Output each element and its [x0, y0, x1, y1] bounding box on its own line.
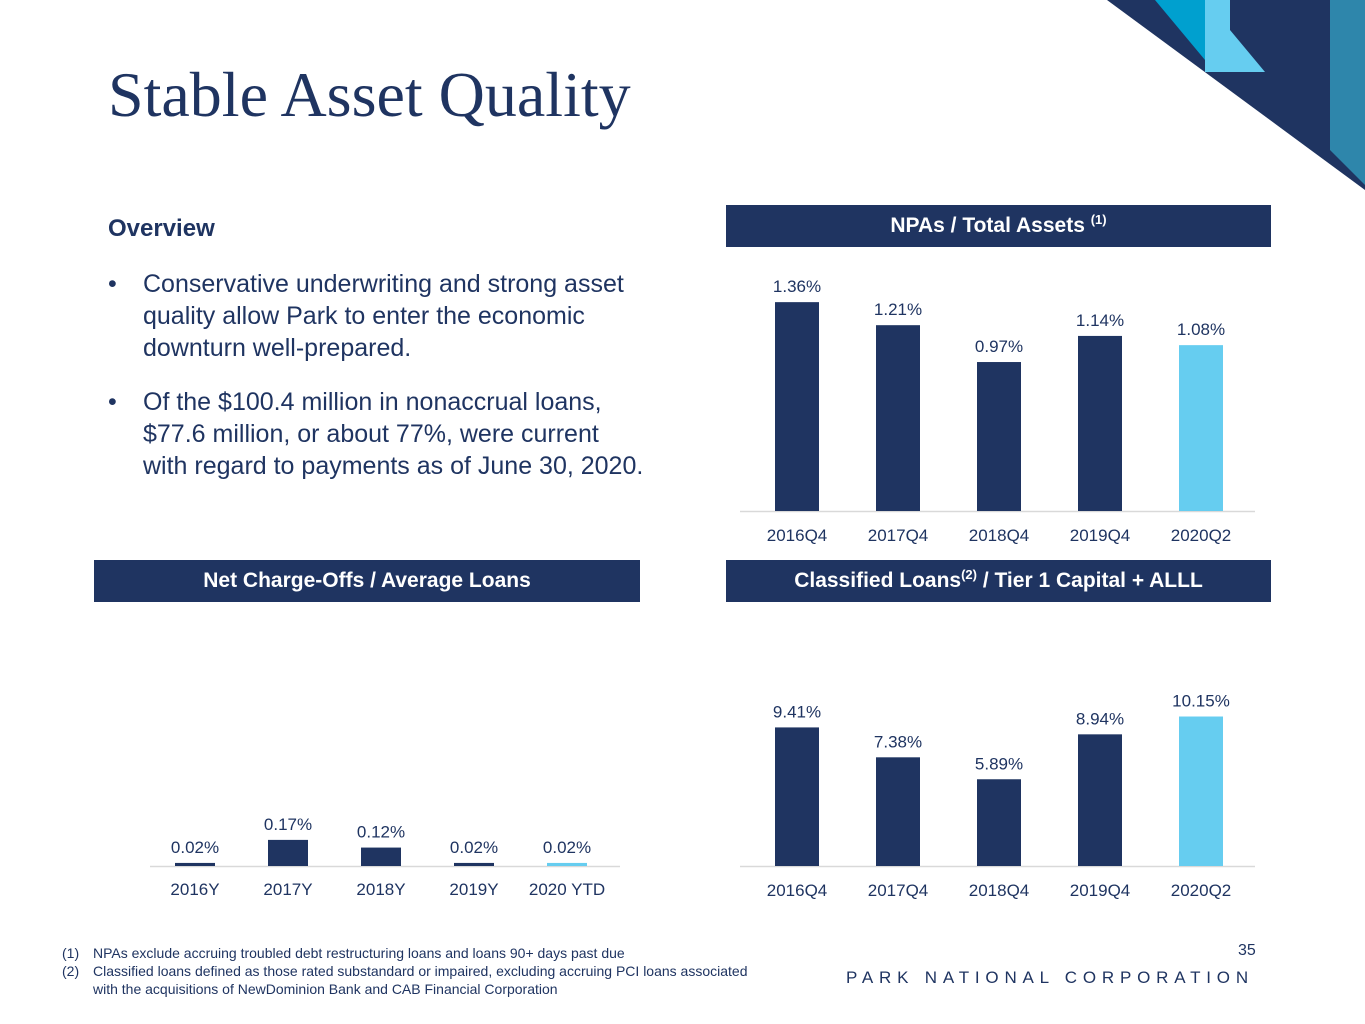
- nco-bar: [454, 862, 494, 866]
- classified-category-label: 2019Q4: [1070, 881, 1131, 900]
- company-name: PARK NATIONAL CORPORATION: [846, 968, 1254, 987]
- npa-data-label: 1.21%: [874, 300, 922, 319]
- npa-bar: [1078, 335, 1122, 511]
- nco-panel-title: Net Charge-Offs / Average Loans: [203, 569, 531, 592]
- deco-steel-shape: [1330, 0, 1365, 185]
- classified-category-label: 2016Q4: [767, 881, 828, 900]
- nco-data-label: 0.12%: [357, 823, 405, 842]
- footnotes: (1) NPAs exclude accruing troubled debt …: [62, 944, 773, 998]
- nco-bar-chart: 0.02% 2016Y 0.17% 2017Y 0.12% 2018Y 0.02% 2019Y…: [150, 815, 620, 899]
- bullet-dot: •: [108, 388, 117, 416]
- npa-data-label: 1.36%: [773, 277, 821, 296]
- classified-panel-title-part1: Classified Loans: [794, 569, 962, 592]
- npa-category-label: 2017Q4: [868, 526, 929, 545]
- npa-data-label: 1.14%: [1076, 311, 1124, 330]
- classified-data-label: 5.89%: [975, 754, 1023, 773]
- nco-category-label: 2016Y: [170, 880, 219, 899]
- classified-bar: [876, 757, 920, 866]
- nco-category-label: 2018Y: [356, 880, 405, 899]
- bullet-text: Conservative underwriting and strong ass…: [143, 270, 624, 362]
- nco-bar: [361, 847, 401, 866]
- classified-category-label: 2018Q4: [969, 881, 1030, 900]
- npa-category-label: 2016Q4: [767, 526, 828, 545]
- nco-bar: [547, 862, 587, 866]
- deco-navy-shape: [1107, 0, 1365, 190]
- nco-data-label: 0.02%: [543, 838, 591, 857]
- nco-bar: [175, 862, 215, 866]
- classified-data-label: 7.38%: [874, 732, 922, 751]
- nco-bar: [268, 839, 308, 866]
- classified-data-label: 8.94%: [1076, 709, 1124, 728]
- npa-bar: [876, 325, 920, 511]
- npa-category-label: 2019Q4: [1070, 526, 1131, 545]
- deco-blue-shape: [1155, 0, 1205, 60]
- footnote: (1) NPAs exclude accruing troubled debt …: [62, 944, 773, 962]
- nco-category-label: 2020 YTD: [529, 880, 605, 899]
- npa-bar: [977, 362, 1021, 511]
- nco-data-label: 0.02%: [171, 838, 219, 857]
- classified-footnote-marker: (2): [961, 567, 977, 582]
- classified-panel-title-part2: / Tier 1 Capital + ALLL: [976, 569, 1203, 592]
- npa-category-label: 2018Q4: [969, 526, 1030, 545]
- npa-bar: [1179, 345, 1223, 511]
- nco-data-label: 0.02%: [450, 838, 498, 857]
- deco-lightblue-shape: [1205, 0, 1265, 72]
- classified-bar: [977, 779, 1021, 866]
- footnote: (2) Classified loans defined as those ra…: [62, 962, 773, 998]
- footnote-text: NPAs exclude accruing troubled debt rest…: [93, 945, 625, 961]
- page-number: 35: [1238, 942, 1256, 959]
- npa-bar-chart: 1.36% 2016Q4 1.21% 2017Q4 0.97% 2018Q4 1.14% 20…: [740, 277, 1255, 545]
- overview-heading: Overview: [108, 215, 215, 242]
- corner-decoration-graphic: [1107, 0, 1365, 190]
- classified-bar-chart: 9.41% 2016Q4 7.38% 2017Q4 5.89% 2018Q4 8.94% 20…: [740, 692, 1255, 900]
- classified-data-label: 9.41%: [773, 702, 821, 721]
- nco-category-label: 2017Y: [263, 880, 312, 899]
- npa-category-label: 2020Q2: [1171, 526, 1232, 545]
- nco-data-label: 0.17%: [264, 815, 312, 834]
- npa-data-label: 1.08%: [1177, 320, 1225, 339]
- overview-bullet: • Of the $100.4 million in nonaccrual lo…: [108, 386, 648, 482]
- npa-panel-header: NPAs / Total Assets (1): [726, 205, 1271, 247]
- footnote-number: (2): [62, 963, 80, 979]
- bullet-text: Of the $100.4 million in nonaccrual loan…: [143, 388, 644, 480]
- npa-panel-title: NPAs / Total Assets: [890, 214, 1085, 237]
- classified-bar: [1179, 716, 1223, 866]
- overview-bullet: • Conservative underwriting and strong a…: [108, 268, 648, 364]
- npa-bar: [775, 302, 819, 511]
- classified-data-label: 10.15%: [1172, 692, 1230, 711]
- footnote-text: Classified loans defined as those rated …: [93, 963, 748, 997]
- classified-bar: [775, 727, 819, 866]
- bullet-dot: •: [108, 270, 117, 298]
- nco-panel-header: Net Charge-Offs / Average Loans: [94, 560, 640, 602]
- page-title: Stable Asset Quality: [108, 59, 631, 130]
- npa-data-label: 0.97%: [975, 337, 1023, 356]
- classified-panel-header: Classified Loans(2) / Tier 1 Capital + A…: [726, 560, 1271, 602]
- classified-bar: [1078, 734, 1122, 866]
- footnote-number: (1): [62, 945, 80, 961]
- nco-category-label: 2019Y: [449, 880, 498, 899]
- npa-footnote-marker: (1): [1090, 212, 1107, 227]
- classified-category-label: 2020Q2: [1171, 881, 1232, 900]
- classified-category-label: 2017Q4: [868, 881, 929, 900]
